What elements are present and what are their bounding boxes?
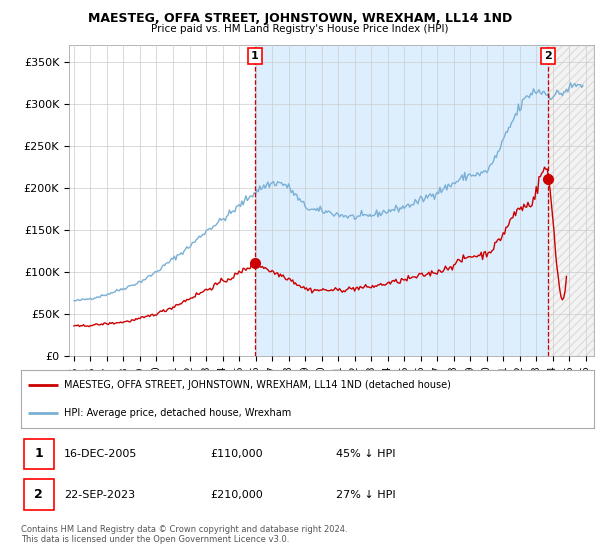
Text: Contains HM Land Registry data © Crown copyright and database right 2024.: Contains HM Land Registry data © Crown c…	[21, 525, 347, 534]
Text: £210,000: £210,000	[210, 489, 263, 500]
Text: 1: 1	[251, 51, 259, 61]
Text: 2: 2	[34, 488, 43, 501]
Text: 1: 1	[34, 447, 43, 460]
Bar	[548, 45, 594, 356]
Text: 27% ↓ HPI: 27% ↓ HPI	[336, 489, 396, 500]
Text: This data is licensed under the Open Government Licence v3.0.: This data is licensed under the Open Gov…	[21, 535, 289, 544]
Bar	[255, 45, 548, 356]
Text: 16-DEC-2005: 16-DEC-2005	[64, 449, 137, 459]
FancyBboxPatch shape	[24, 438, 53, 469]
Text: Price paid vs. HM Land Registry's House Price Index (HPI): Price paid vs. HM Land Registry's House …	[151, 24, 449, 34]
FancyBboxPatch shape	[24, 479, 53, 510]
Text: 22-SEP-2023: 22-SEP-2023	[64, 489, 135, 500]
Text: MAESTEG, OFFA STREET, JOHNSTOWN, WREXHAM, LL14 1ND (detached house): MAESTEG, OFFA STREET, JOHNSTOWN, WREXHAM…	[64, 380, 451, 390]
Text: MAESTEG, OFFA STREET, JOHNSTOWN, WREXHAM, LL14 1ND: MAESTEG, OFFA STREET, JOHNSTOWN, WREXHAM…	[88, 12, 512, 25]
Text: 45% ↓ HPI: 45% ↓ HPI	[336, 449, 395, 459]
Text: HPI: Average price, detached house, Wrexham: HPI: Average price, detached house, Wrex…	[64, 408, 291, 418]
Text: £110,000: £110,000	[210, 449, 263, 459]
Text: 2: 2	[544, 51, 552, 61]
